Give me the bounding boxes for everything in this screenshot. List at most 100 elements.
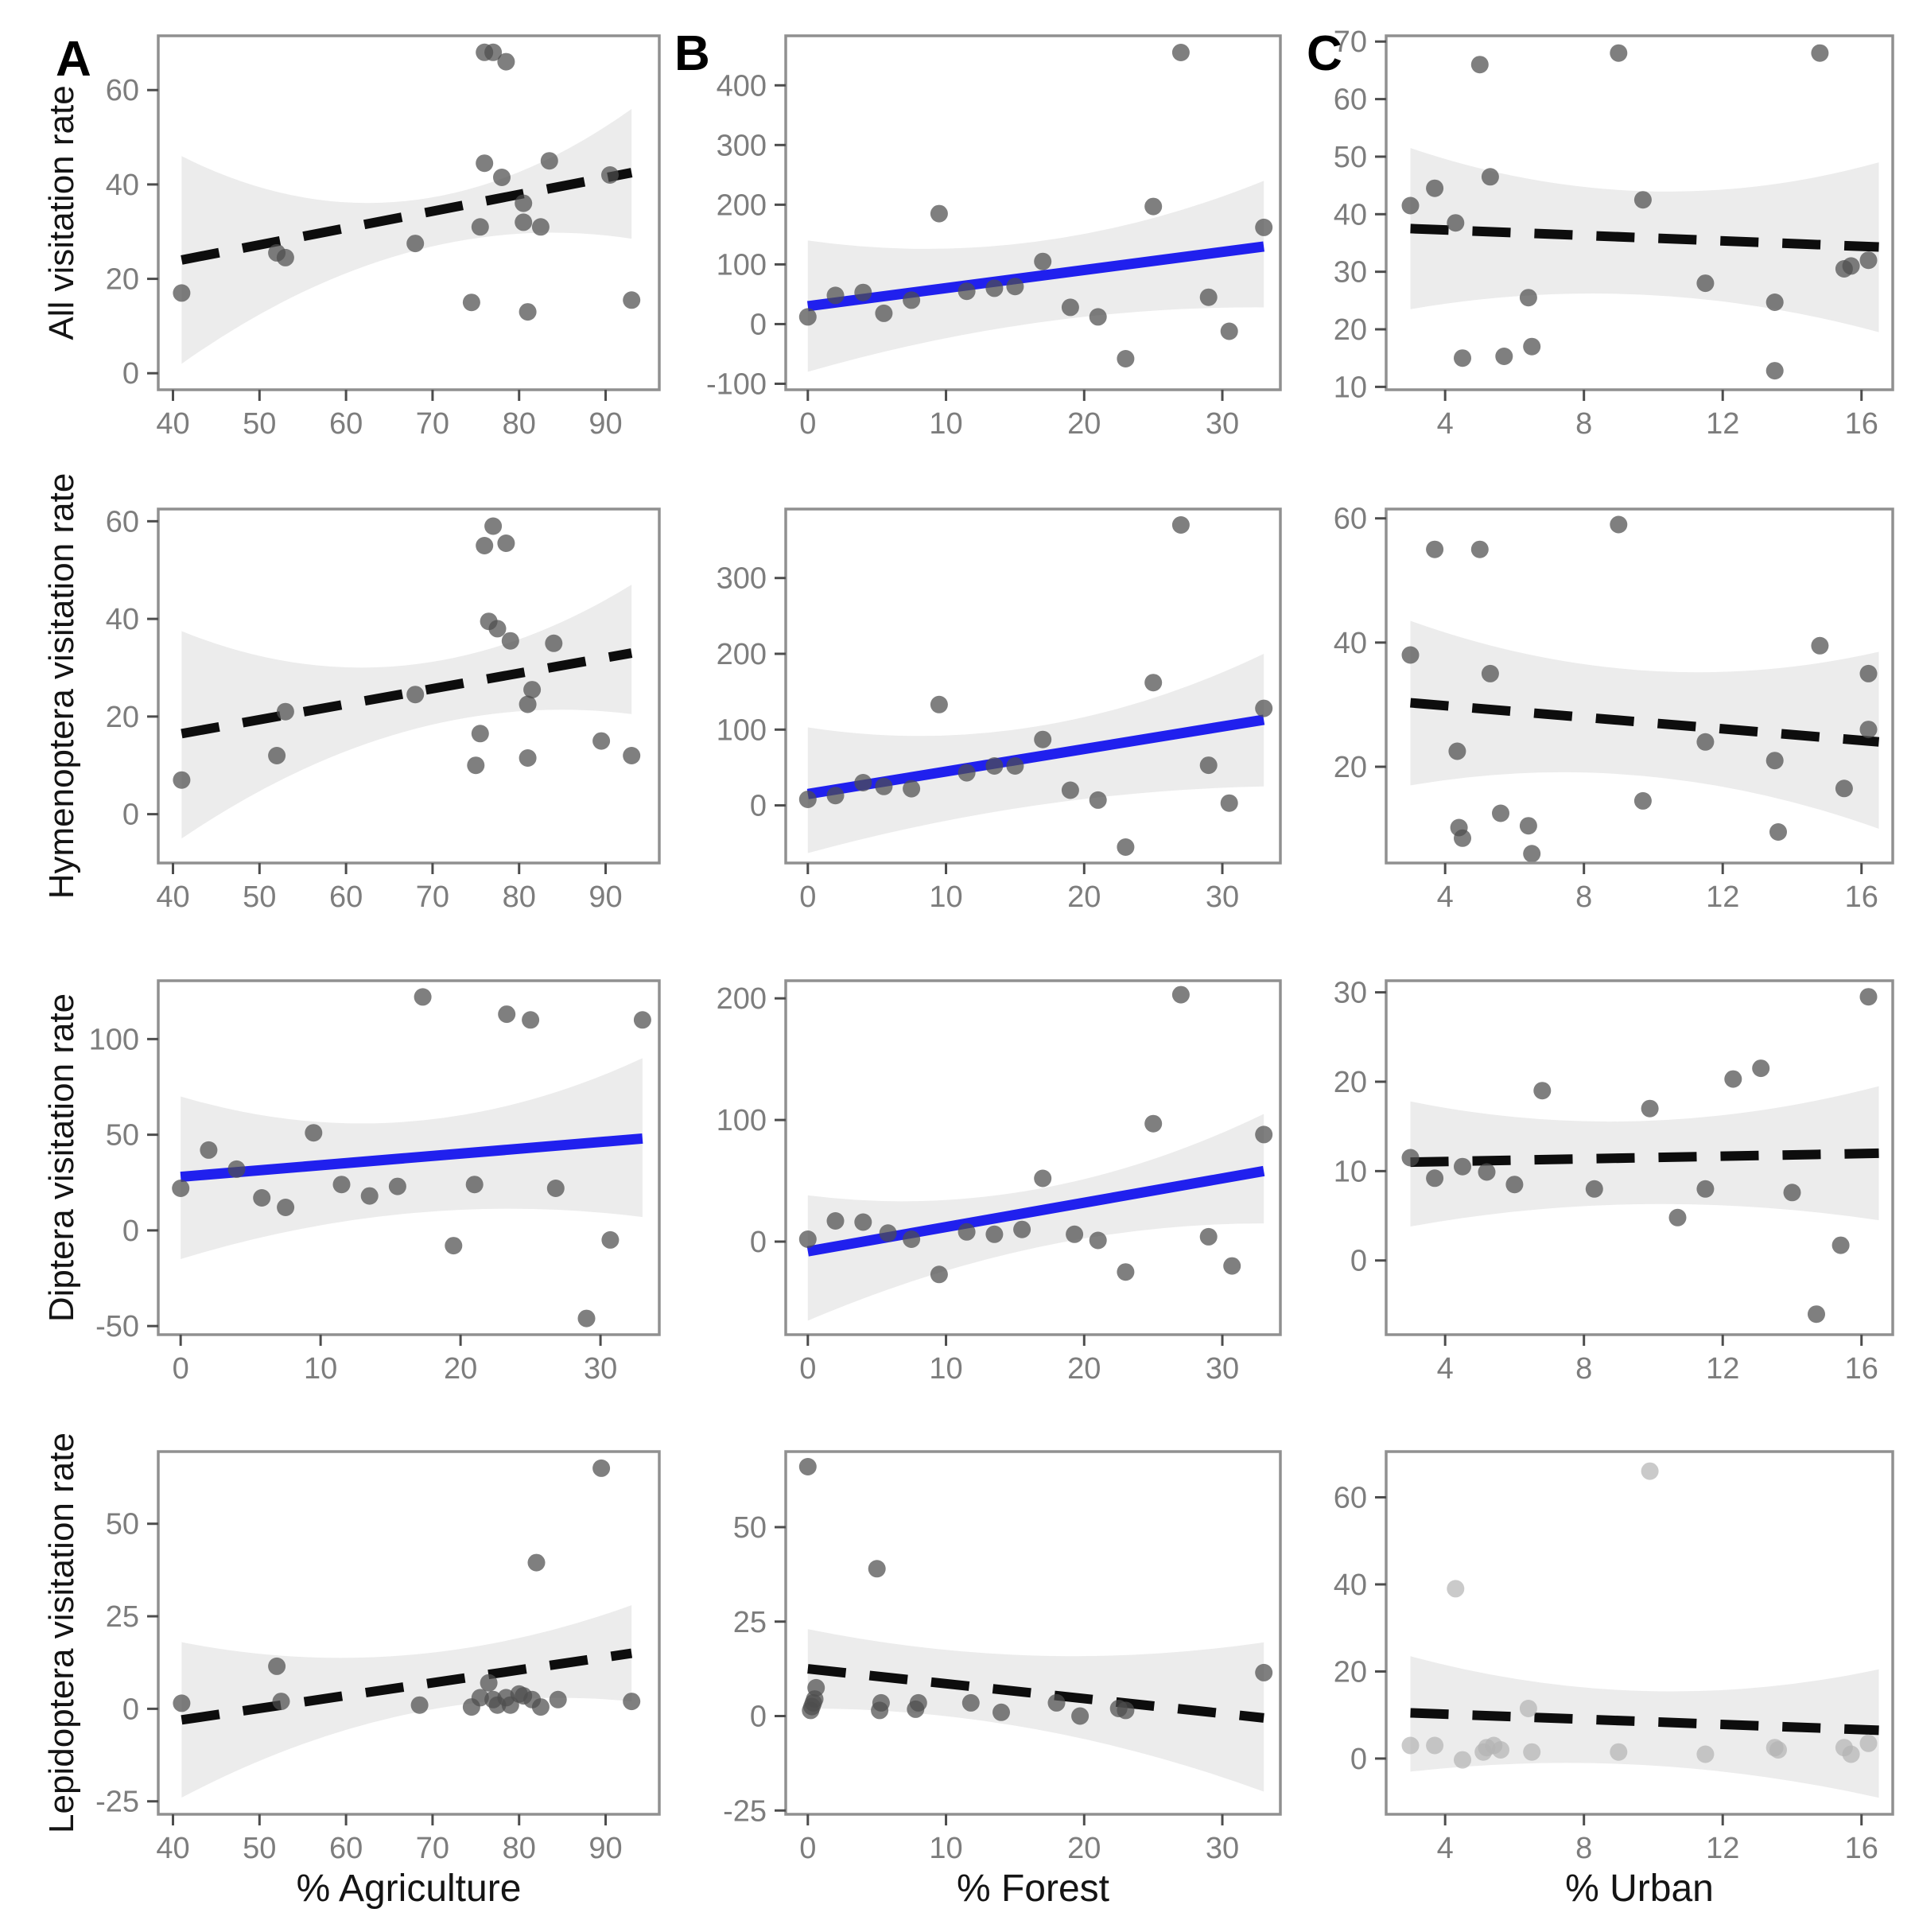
data-point (523, 681, 542, 699)
data-point (879, 1224, 897, 1242)
data-point (1454, 349, 1471, 367)
data-point (1478, 1163, 1496, 1181)
y-tick-label: 60 (106, 505, 139, 538)
data-point (549, 1690, 567, 1708)
panel-lepidoptera-vs-agriculture: -25 0 25 50 40 50 60 70 80 90 (95, 1450, 661, 1865)
data-point (465, 1176, 484, 1194)
data-point (1401, 646, 1420, 664)
y-tick-label: 100 (717, 1104, 767, 1137)
data-point (1448, 742, 1466, 760)
data-point (1585, 1180, 1603, 1198)
panel-diptera-vs-urban: 0 10 20 30 4 8 12 16 (1334, 977, 1894, 1386)
y-tick-label: 0 (1350, 1245, 1367, 1278)
data-point (1481, 168, 1499, 186)
data-point (1117, 1701, 1135, 1720)
data-points (798, 985, 1273, 1284)
trend-line-significant (806, 241, 1264, 312)
y-tick-label: 60 (1334, 1481, 1367, 1514)
data-point (1220, 794, 1238, 812)
data-point (1859, 721, 1878, 739)
trend-line-nonsignificant (1410, 698, 1880, 747)
data-point (592, 732, 611, 750)
data-points (173, 43, 641, 321)
x-tick-label: 12 (1706, 407, 1739, 441)
data-point (1610, 44, 1628, 62)
data-point (173, 771, 191, 789)
x-tick-label: 8 (1575, 1832, 1592, 1865)
data-point (958, 764, 976, 782)
data-point (1859, 251, 1878, 270)
y-tick-label: 20 (106, 701, 139, 734)
trend-line-significant (180, 1133, 643, 1183)
data-point (406, 235, 425, 253)
confidence-band (807, 1114, 1264, 1321)
x-tick-label: 16 (1845, 1832, 1878, 1865)
y-tick-label: 100 (717, 713, 767, 747)
x-axis-title-col-1: % Agriculture (297, 1868, 522, 1910)
y-tick-label: 0 (750, 1701, 767, 1734)
data-point (531, 218, 550, 236)
y-tick-label: 300 (717, 562, 767, 596)
y-tick-label: -25 (95, 1786, 139, 1819)
data-point (985, 1225, 1004, 1243)
data-point (875, 777, 893, 795)
y-tick-label: 30 (1334, 256, 1367, 290)
data-point (806, 1690, 824, 1708)
data-point (1668, 1208, 1687, 1226)
panel-border (157, 979, 661, 1336)
x-tick-label: 70 (416, 407, 449, 441)
data-point (1034, 252, 1052, 270)
data-point (1492, 804, 1509, 822)
x-tick-label: 12 (1706, 1352, 1739, 1386)
x-tick-label: 50 (243, 1832, 276, 1865)
data-point (227, 1160, 246, 1178)
data-point (1255, 1663, 1273, 1681)
panel-border (1385, 507, 1894, 865)
data-point (1481, 664, 1499, 682)
data-point (276, 248, 294, 266)
data-point (1117, 350, 1135, 367)
data-point (471, 725, 489, 743)
x-tick-label: 30 (1206, 880, 1239, 914)
data-point (1769, 1741, 1787, 1759)
y-axis-title-row-3: Diptera visitation rate (42, 993, 81, 1322)
data-point (930, 1265, 948, 1284)
data-points (798, 1458, 1273, 1725)
data-point (1426, 1169, 1444, 1188)
data-point (854, 283, 872, 301)
x-tick-label: 50 (243, 407, 276, 441)
panel-diptera-vs-forest: 0 100 200 0 10 20 30 (717, 979, 1282, 1386)
panel-all-vs-agriculture: 0 20 40 60 40 50 60 70 80 90 (106, 34, 661, 441)
data-point (1066, 1225, 1084, 1243)
panel-letter-b: B (674, 26, 710, 81)
y-axis-title-row-4: Lepidoptera visitation rate (42, 1432, 81, 1833)
x-tick-label: 10 (304, 1352, 337, 1386)
x-tick-label: 12 (1706, 880, 1739, 914)
y-tick-label: 0 (750, 308, 767, 341)
trend-line-nonsignificant (181, 1648, 633, 1725)
data-point (1006, 278, 1024, 296)
x-tick-label: 8 (1575, 880, 1592, 914)
data-point (1171, 985, 1190, 1004)
x-tick-label: 4 (1437, 880, 1454, 914)
data-point (1006, 757, 1024, 775)
data-point (985, 757, 1004, 775)
x-tick-label: 90 (588, 1832, 622, 1865)
data-point (1144, 197, 1163, 216)
panel-border (1385, 979, 1894, 1336)
x-tick-label: 12 (1706, 1832, 1739, 1865)
x-tick-label: 90 (588, 880, 622, 914)
x-tick-label: 10 (929, 1352, 962, 1386)
data-point (1505, 1176, 1524, 1194)
data-point (1696, 1745, 1715, 1763)
data-point (519, 303, 537, 321)
panel-border (157, 507, 661, 865)
data-point (1831, 1236, 1850, 1254)
data-point (798, 1458, 817, 1475)
data-point (1447, 214, 1465, 232)
x-tick-label: 30 (1206, 1352, 1239, 1386)
y-tick-label: 0 (122, 1693, 139, 1726)
data-point (854, 774, 872, 791)
y-tick-label: 10 (1334, 371, 1367, 404)
